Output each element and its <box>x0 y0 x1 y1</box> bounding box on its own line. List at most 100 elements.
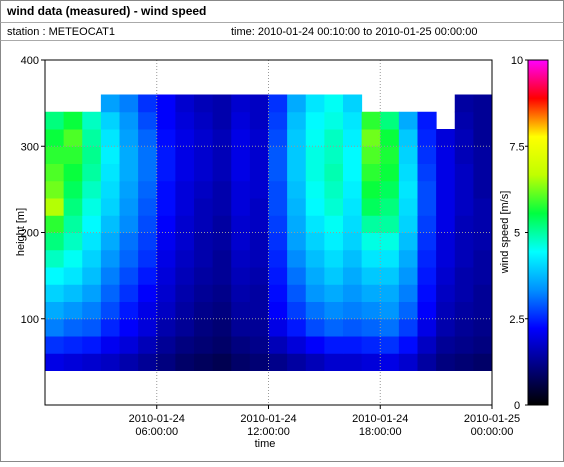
cell <box>45 215 65 233</box>
cell <box>324 215 344 233</box>
cell <box>268 111 288 130</box>
cell <box>231 336 251 354</box>
x-tick-label: 2010-01-24 18:00:00 <box>352 413 408 438</box>
y-tick-label: 300 <box>21 141 39 153</box>
cell <box>380 284 400 302</box>
cell <box>398 353 418 371</box>
cell <box>119 284 139 302</box>
cell <box>82 336 102 354</box>
cell <box>305 198 325 216</box>
cell <box>361 301 381 320</box>
cell <box>82 215 102 233</box>
cell <box>473 215 493 233</box>
cell <box>398 301 418 320</box>
cell <box>194 215 214 233</box>
cell <box>268 249 288 268</box>
cell <box>194 301 214 320</box>
y-tick-label: 400 <box>21 55 39 67</box>
cell <box>305 301 325 320</box>
cell <box>156 129 176 147</box>
cell <box>175 129 195 147</box>
cell <box>473 111 493 130</box>
cell <box>249 336 269 354</box>
cell <box>454 267 474 285</box>
cell <box>100 353 120 371</box>
cell <box>287 94 307 113</box>
cell <box>305 267 325 285</box>
cell <box>324 284 344 302</box>
cell <box>343 163 363 182</box>
cell <box>45 284 65 302</box>
cell <box>194 318 214 337</box>
cell <box>305 249 325 268</box>
cell <box>63 284 83 302</box>
cell <box>63 267 83 285</box>
cell <box>324 336 344 354</box>
cell <box>305 318 325 337</box>
cell <box>398 249 418 268</box>
cell <box>175 146 195 164</box>
cell <box>63 215 83 233</box>
cell <box>231 267 251 285</box>
cell <box>138 267 158 285</box>
cell <box>380 146 400 164</box>
cell <box>361 215 381 233</box>
cell <box>417 336 437 354</box>
cell <box>343 232 363 251</box>
cell <box>119 146 139 164</box>
cell <box>138 301 158 320</box>
cell <box>156 301 176 320</box>
cell <box>361 336 381 354</box>
cell <box>119 94 139 113</box>
cell <box>249 215 269 233</box>
cell <box>324 111 344 130</box>
cell <box>380 198 400 216</box>
cell <box>287 232 307 251</box>
cell <box>473 198 493 216</box>
cell <box>119 301 139 320</box>
cell <box>100 163 120 182</box>
cell <box>194 129 214 147</box>
cell <box>454 215 474 233</box>
y-tick-label: 200 <box>21 228 39 240</box>
cell <box>212 249 232 268</box>
cell <box>63 163 83 182</box>
cell <box>417 232 437 251</box>
cell <box>156 163 176 182</box>
cell <box>212 318 232 337</box>
cell <box>380 353 400 371</box>
cell <box>417 284 437 302</box>
cell <box>417 198 437 216</box>
cell <box>417 129 437 147</box>
cell <box>380 301 400 320</box>
cell <box>82 198 102 216</box>
cell <box>100 129 120 147</box>
cell <box>156 198 176 216</box>
cell <box>454 180 474 199</box>
cell <box>82 353 102 371</box>
cell <box>100 111 120 130</box>
cell <box>175 267 195 285</box>
cell <box>194 111 214 130</box>
cell <box>324 129 344 147</box>
cell <box>249 249 269 268</box>
cell <box>194 180 214 199</box>
cell <box>231 353 251 371</box>
cell <box>156 249 176 268</box>
cell <box>45 353 65 371</box>
time-range: time: 2010-01-24 00:10:00 to 2010-01-25 … <box>231 26 477 38</box>
cell <box>287 249 307 268</box>
cell <box>100 198 120 216</box>
cell <box>156 180 176 199</box>
cell <box>194 267 214 285</box>
cell <box>175 163 195 182</box>
cell <box>212 267 232 285</box>
cell <box>268 163 288 182</box>
cell <box>231 180 251 199</box>
cell <box>100 336 120 354</box>
y-axis-label: height [m] <box>15 208 27 256</box>
colorbar-label: wind speed [m/s] <box>499 191 511 275</box>
cell <box>454 232 474 251</box>
cell <box>343 198 363 216</box>
cell <box>398 336 418 354</box>
